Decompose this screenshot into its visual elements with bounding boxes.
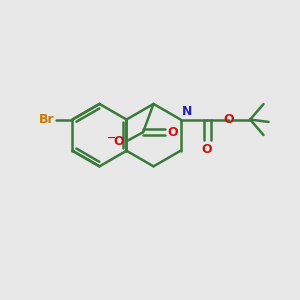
Text: O: O — [224, 113, 234, 126]
Text: Br: Br — [39, 113, 55, 126]
Text: O: O — [167, 126, 178, 139]
Text: N: N — [182, 105, 192, 118]
Text: O: O — [201, 143, 212, 156]
Text: O: O — [114, 135, 124, 148]
Text: −: − — [106, 133, 116, 143]
